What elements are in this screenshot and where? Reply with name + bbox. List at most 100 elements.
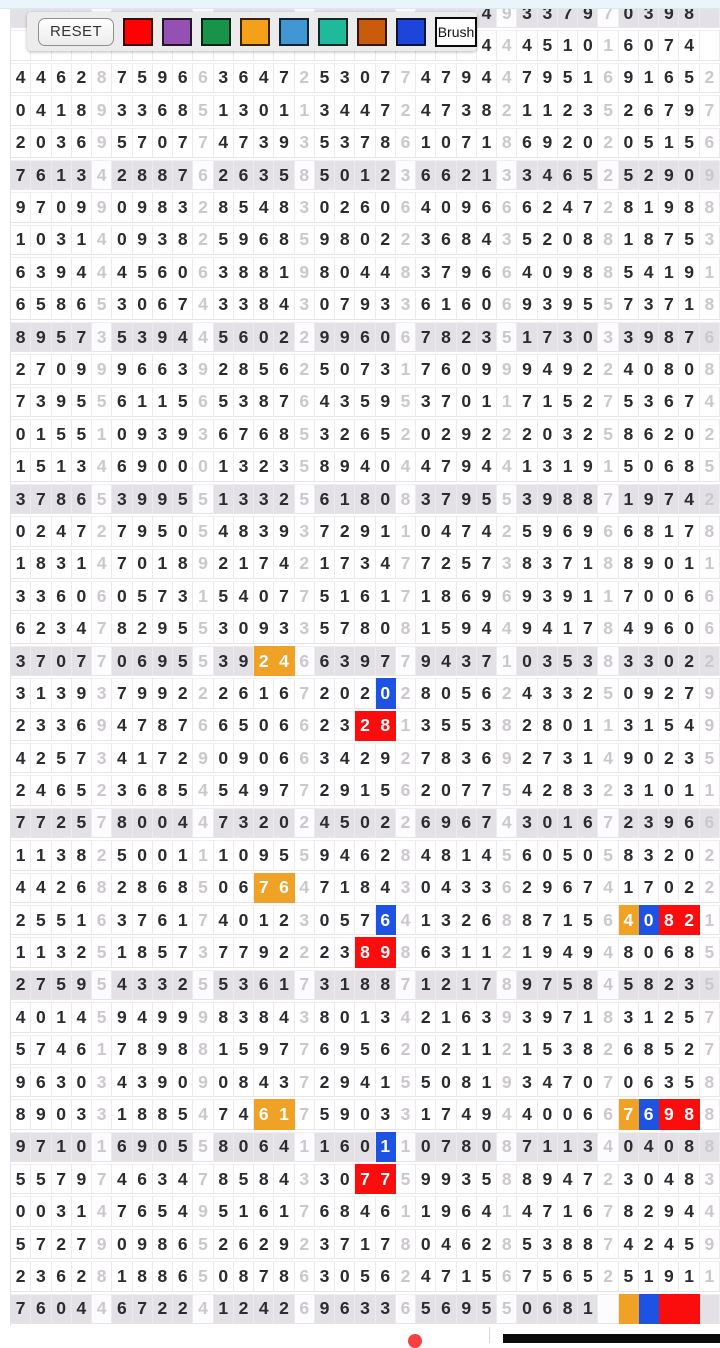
grid-cell[interactable]: 6 bbox=[659, 613, 680, 644]
grid-cell[interactable]: 5 bbox=[557, 969, 579, 1001]
grid-cell[interactable]: 5 bbox=[679, 127, 700, 158]
grid-cell[interactable]: 6 bbox=[355, 419, 376, 450]
grid-cell[interactable]: 5 bbox=[11, 1164, 32, 1195]
grid-cell[interactable]: 2 bbox=[92, 775, 113, 806]
grid-cell[interactable]: 5 bbox=[193, 872, 214, 903]
grid-cell[interactable]: 2 bbox=[659, 742, 680, 774]
grid-cell[interactable]: 6 bbox=[699, 807, 720, 839]
grid-cell[interactable]: 9 bbox=[71, 1164, 93, 1195]
grid-cell[interactable]: 1 bbox=[578, 710, 599, 741]
grid-cell[interactable]: 9 bbox=[638, 613, 660, 644]
grid-cell[interactable]: 4 bbox=[193, 1099, 214, 1130]
grid-cell[interactable]: 4 bbox=[537, 613, 558, 644]
grid-cell[interactable]: 0 bbox=[213, 872, 234, 903]
grid-cell[interactable]: 3 bbox=[638, 645, 660, 677]
grid-cell[interactable]: 5 bbox=[618, 1261, 639, 1292]
grid-cell[interactable]: 6 bbox=[335, 1293, 356, 1325]
grid-cell[interactable]: 1 bbox=[213, 95, 234, 126]
grid-cell[interactable]: 9 bbox=[31, 321, 52, 353]
grid-cell[interactable]: 1 bbox=[436, 289, 457, 320]
grid-cell[interactable]: 5 bbox=[71, 807, 93, 839]
grid-cell[interactable]: 9 bbox=[152, 613, 174, 644]
grid-cell[interactable]: 9 bbox=[659, 159, 680, 191]
grid-cell[interactable] bbox=[598, 1293, 619, 1325]
grid-cell[interactable]: 9 bbox=[152, 1002, 174, 1033]
grid-cell[interactable]: 1 bbox=[51, 95, 72, 126]
grid-cell[interactable]: 6 bbox=[71, 1034, 93, 1065]
grid-cell[interactable]: 4 bbox=[51, 1034, 72, 1065]
grid-cell[interactable]: 6 bbox=[152, 257, 174, 288]
grid-cell[interactable]: 8 bbox=[395, 613, 417, 644]
grid-cell[interactable]: 4 bbox=[659, 1228, 680, 1260]
grid-cell[interactable]: 1 bbox=[355, 1228, 376, 1260]
grid-cell[interactable]: 2 bbox=[294, 321, 315, 353]
grid-cell[interactable]: 0 bbox=[618, 1066, 639, 1098]
grid-cell[interactable]: 6 bbox=[375, 1034, 396, 1065]
grid-cell[interactable]: 1 bbox=[456, 1261, 477, 1292]
grid-cell[interactable]: 5 bbox=[173, 1099, 194, 1130]
grid-cell[interactable]: 1 bbox=[355, 1002, 376, 1033]
grid-cell[interactable]: 5 bbox=[537, 1034, 558, 1065]
grid-cell[interactable]: 8 bbox=[699, 192, 720, 223]
grid-cell[interactable]: 5 bbox=[456, 678, 477, 709]
grid-cell[interactable]: 0 bbox=[335, 1002, 356, 1033]
grid-cell[interactable]: 4 bbox=[132, 1002, 153, 1033]
grid-cell[interactable]: 9 bbox=[112, 1002, 133, 1033]
grid-cell[interactable]: 7 bbox=[274, 1034, 295, 1065]
grid-cell[interactable]: 2 bbox=[699, 840, 720, 871]
grid-cell[interactable]: 8 bbox=[618, 548, 639, 580]
grid-cell[interactable]: 9 bbox=[71, 192, 93, 223]
grid-cell[interactable]: 3 bbox=[355, 548, 376, 580]
grid-cell[interactable]: 3 bbox=[132, 1066, 153, 1098]
grid-cell[interactable]: 7 bbox=[456, 775, 477, 806]
grid-cell[interactable]: 8 bbox=[578, 224, 599, 256]
grid-cell[interactable]: 9 bbox=[557, 289, 579, 320]
grid-cell[interactable]: 1 bbox=[557, 1131, 579, 1163]
grid-cell[interactable]: 3 bbox=[436, 937, 457, 968]
grid-cell[interactable]: 6 bbox=[557, 516, 579, 547]
grid-cell[interactable]: 2 bbox=[679, 872, 700, 903]
grid-cell[interactable]: 9 bbox=[152, 62, 174, 94]
grid-cell[interactable]: 7 bbox=[173, 159, 194, 191]
grid-cell[interactable]: 6 bbox=[436, 224, 457, 256]
grid-cell[interactable]: 6 bbox=[31, 159, 52, 191]
grid-cell[interactable]: 1 bbox=[132, 386, 153, 418]
grid-cell[interactable]: 2 bbox=[578, 678, 599, 709]
grid-cell[interactable]: 9 bbox=[112, 354, 133, 385]
color-swatch-light-blue[interactable] bbox=[279, 17, 310, 46]
grid-cell[interactable]: 5 bbox=[517, 1228, 538, 1260]
grid-cell[interactable]: 6 bbox=[294, 1293, 315, 1325]
grid-cell[interactable]: 3 bbox=[517, 483, 538, 515]
grid-cell[interactable]: 3 bbox=[537, 678, 558, 709]
grid-cell[interactable]: 3 bbox=[537, 581, 558, 612]
grid-cell[interactable]: 8 bbox=[355, 483, 376, 515]
grid-cell[interactable]: 3 bbox=[51, 1196, 72, 1227]
grid-cell[interactable]: 3 bbox=[476, 872, 498, 903]
grid-cell[interactable]: 5 bbox=[213, 224, 234, 256]
grid-cell[interactable]: 5 bbox=[193, 516, 214, 547]
grid-cell[interactable]: 0 bbox=[254, 321, 275, 353]
grid-cell[interactable]: 2 bbox=[193, 678, 214, 709]
grid-cell[interactable]: 2 bbox=[476, 419, 498, 450]
grid-cell[interactable]: 7 bbox=[598, 807, 619, 839]
grid-cell[interactable]: 2 bbox=[537, 192, 558, 223]
grid-cell[interactable]: 5 bbox=[294, 840, 315, 871]
grid-cell[interactable]: 2 bbox=[274, 1293, 295, 1325]
grid-cell[interactable]: 7 bbox=[11, 1293, 32, 1325]
grid-cell[interactable]: 4 bbox=[537, 1066, 558, 1098]
grid-cell[interactable]: 3 bbox=[537, 645, 558, 677]
grid-cell[interactable]: 9 bbox=[618, 742, 639, 774]
grid-cell[interactable]: 4 bbox=[294, 872, 315, 903]
grid-cell[interactable]: 5 bbox=[152, 516, 174, 547]
grid-cell[interactable]: 4 bbox=[638, 1131, 660, 1163]
grid-cell[interactable]: 8 bbox=[355, 613, 376, 644]
grid-cell[interactable]: 3 bbox=[254, 483, 275, 515]
grid-cell[interactable]: 6 bbox=[679, 807, 700, 839]
grid-cell[interactable]: 3 bbox=[314, 1228, 336, 1260]
grid-cell[interactable]: 5 bbox=[132, 62, 153, 94]
grid-cell[interactable]: 4 bbox=[11, 1002, 32, 1033]
grid-cell[interactable]: 8 bbox=[395, 257, 417, 288]
grid-cell[interactable]: 0 bbox=[335, 678, 356, 709]
grid-cell[interactable]: 3 bbox=[335, 645, 356, 677]
grid-cell[interactable]: 2 bbox=[314, 937, 336, 968]
